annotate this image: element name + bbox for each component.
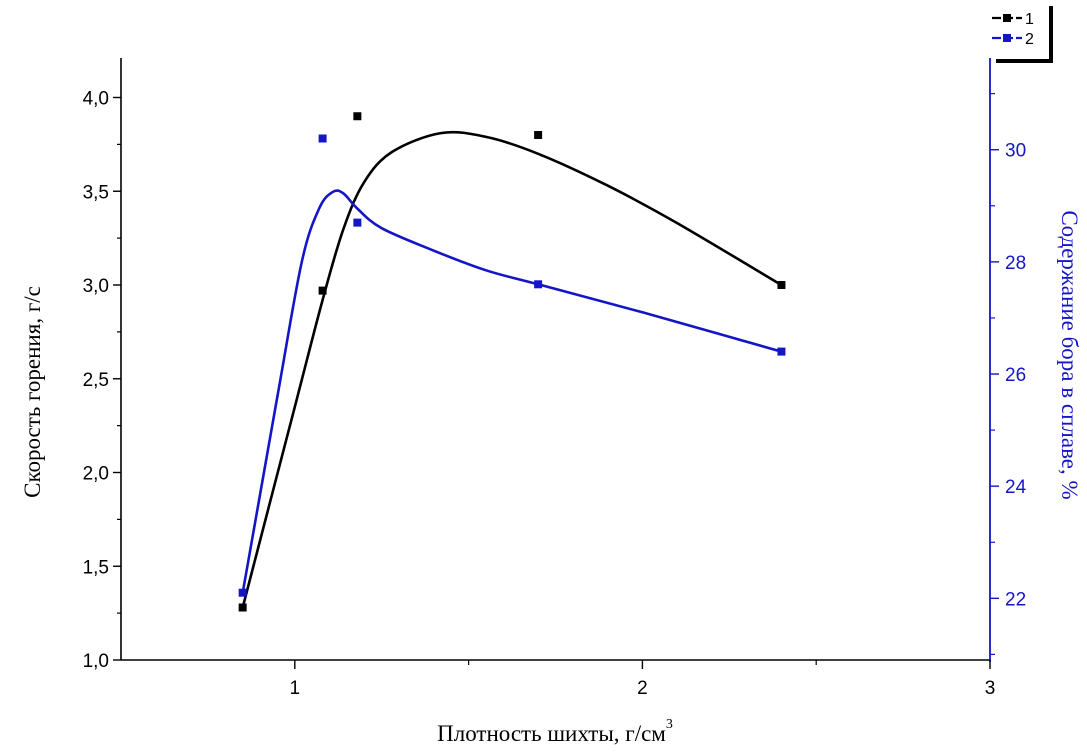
x-axis-title-main: Плотность шихты, г/см xyxy=(437,721,666,746)
series-1-curve xyxy=(241,130,783,609)
y-tick-label: 2,5 xyxy=(83,370,109,391)
legend-marker-2 xyxy=(1003,34,1011,42)
points-group xyxy=(238,112,786,612)
y2-tick-label: 22 xyxy=(1005,589,1026,610)
legend-label-2: 2 xyxy=(1025,31,1034,48)
series-1-point xyxy=(318,286,327,295)
series-1-point xyxy=(238,603,247,612)
y-tick-label: 4,0 xyxy=(83,89,109,110)
series-2-curve xyxy=(241,189,783,594)
y-tick-label: 3,0 xyxy=(83,276,109,297)
y2-tick-label: 30 xyxy=(1005,141,1026,162)
x-tick-label: 3 xyxy=(985,678,996,699)
series-2-point xyxy=(318,134,327,143)
y-tick-label: 1,0 xyxy=(83,651,109,672)
legend-label-1: 1 xyxy=(1025,11,1034,28)
x-tick-label: 2 xyxy=(637,678,648,699)
series-2-point xyxy=(534,280,543,289)
y-tick-label: 2,0 xyxy=(83,464,109,485)
x-axis-title-superscript: 3 xyxy=(666,717,673,732)
x-tick-label: 1 xyxy=(290,678,301,699)
series-2-point xyxy=(353,218,362,227)
series-2-point xyxy=(777,347,786,356)
axes-group: 1,0 1,5 2,0 2,5 3,0 3,5 4,0 1 2 3 22 24 26 28 30 xyxy=(83,58,1027,699)
titles-group: Плотность шихты, г/см3 Скорость горения,… xyxy=(20,210,1082,746)
legend: 12 xyxy=(992,6,1053,63)
y2-tick-label: 24 xyxy=(1005,477,1027,498)
y-tick-label: 1,5 xyxy=(83,557,109,578)
x-axis-title: Плотность шихты, г/см3 xyxy=(437,717,673,746)
y2-tick-label: 28 xyxy=(1005,253,1026,274)
y2-tick-label: 26 xyxy=(1005,365,1026,386)
series-2-point xyxy=(238,588,247,597)
y-axis-title: Скорость горения, г/с xyxy=(20,286,45,498)
curves-group xyxy=(241,130,783,609)
series-1-point xyxy=(777,281,786,289)
legend-marker-1 xyxy=(1003,14,1011,22)
y2-axis-title: Содержание бора в сплаве, % xyxy=(1057,210,1082,499)
y-tick-label: 3,5 xyxy=(83,182,109,203)
series-1-point xyxy=(353,112,362,121)
series-1-point xyxy=(534,131,543,139)
